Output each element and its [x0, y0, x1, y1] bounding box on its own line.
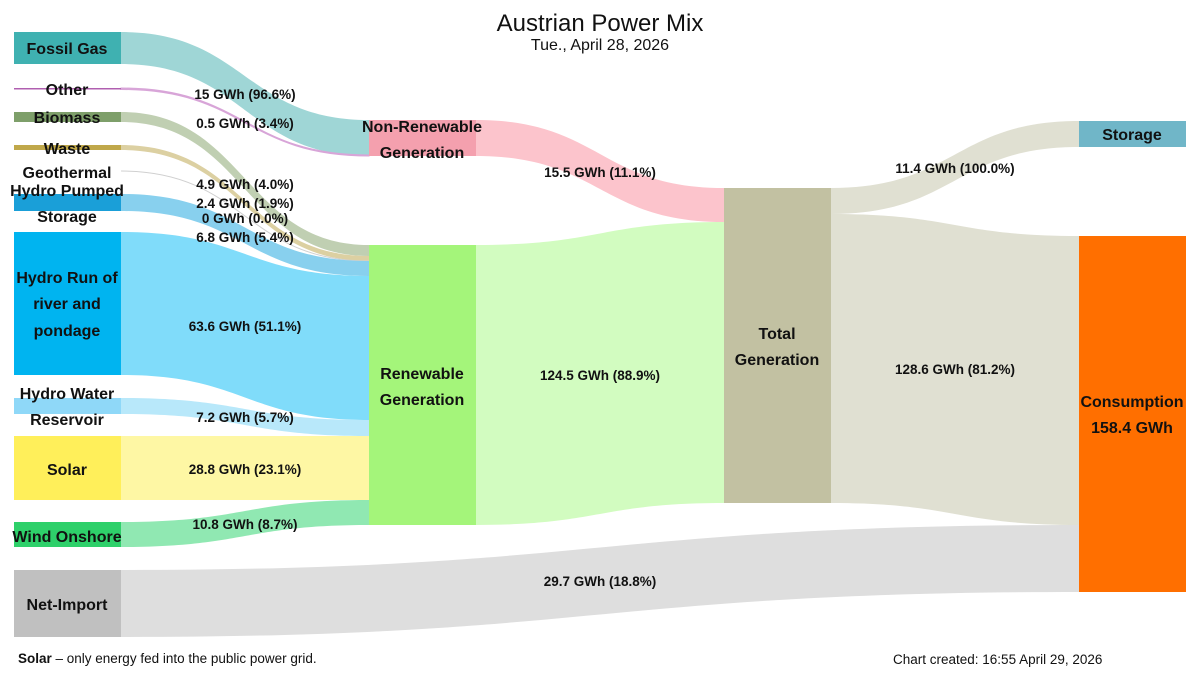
node-wind-onshore — [14, 522, 121, 547]
link-value-label: 0.5 GWh (3.4%) — [196, 116, 294, 131]
link-band-total-to-consumption — [831, 214, 1079, 525]
node-total-label: 158.4 GWh — [1091, 420, 1173, 437]
link-value-label: 15 GWh (96.6%) — [194, 87, 295, 102]
footnote-text: – only energy fed into the public power … — [51, 651, 317, 666]
node-label-waste: Waste — [44, 141, 91, 158]
node-label-hydro-run-of-river-and-pondage: river and — [33, 296, 101, 313]
link-band-biomass-to-renewable — [121, 112, 369, 256]
node-waste — [14, 145, 121, 150]
node-label-non-renewable-generation: Non-Renewable — [362, 119, 482, 136]
node-label-biomass: Biomass — [34, 110, 101, 127]
node-non-renewable-generation — [369, 120, 476, 156]
node-label-fossil-gas: Fossil Gas — [27, 41, 108, 58]
link-band-renewable-to-total — [476, 222, 724, 525]
link-band-net-import-to-consumption — [121, 525, 1079, 637]
node-label-hydro-water-reservoir: Reservoir — [30, 412, 104, 429]
node-biomass — [14, 112, 121, 122]
node-label-net-import: Net-Import — [27, 597, 109, 614]
node-label-hydro-pumped-storage: Hydro Pumped — [10, 183, 124, 200]
node-label-non-renewable-generation: Generation — [380, 145, 464, 162]
link-value-label: 10.8 GWh (8.7%) — [192, 517, 297, 532]
link-band-hydro-res-to-renewable — [121, 398, 369, 436]
node-net-import — [14, 570, 121, 637]
label-layer: 15 GWh (96.6%) 0.5 GWh (3.4%) 4.9 GWh (4.0… — [10, 41, 1183, 614]
link-value-label: 63.6 GWh (51.1%) — [189, 319, 302, 334]
link-band-hydro-pumped-to-renewable — [121, 194, 369, 276]
node-renewable-generation — [369, 245, 476, 525]
link-band-solar-to-renewable — [121, 436, 369, 500]
node-label-solar: Solar — [47, 462, 87, 479]
link-value-label: 15.5 GWh (11.1%) — [544, 165, 656, 180]
node-label-hydro-water-reservoir: Hydro Water — [20, 386, 115, 403]
link-band-total-to-storage — [831, 121, 1079, 214]
link-band-hydro-ror-to-renewable — [121, 232, 369, 420]
node-layer — [14, 32, 1186, 637]
node-label-total-generation: Total — [758, 326, 795, 343]
link-layer — [120, 32, 1079, 637]
link-value-label: 11.4 GWh (100.0%) — [895, 161, 1014, 176]
node-label-consumption: Consumption — [1080, 394, 1183, 411]
link-band-wind-to-renewable — [121, 500, 369, 547]
node-label-hydro-pumped-storage: Storage — [37, 209, 97, 226]
node-label-renewable-generation: Generation — [380, 392, 464, 409]
node-label-storage: Storage — [1102, 127, 1162, 144]
link-band-non-renewable-to-total — [476, 120, 724, 222]
chart-title: Austrian Power Mix — [496, 10, 704, 37]
node-hydro-water-reservoir — [14, 398, 121, 414]
link-band-waste-to-renewable — [121, 145, 369, 261]
node-solar — [14, 436, 121, 500]
link-value-label: 6.8 GWh (5.4%) — [196, 230, 294, 245]
node-hydro-pumped-storage — [14, 194, 121, 211]
link-value-label: 4.9 GWh (4.0%) — [196, 177, 294, 192]
link-value-label: 7.2 GWh (5.7%) — [196, 410, 294, 425]
node-fossil-gas — [14, 32, 121, 64]
footnote-bold: Solar — [18, 651, 52, 666]
node-label-other: Other — [46, 82, 89, 99]
node-label-hydro-run-of-river-and-pondage: Hydro Run of — [16, 270, 118, 287]
link-value-label: 124.5 GWh (88.9%) — [540, 368, 660, 383]
link-value-label: 2.4 GWh (1.9%) — [196, 196, 294, 211]
node-label-geothermal: Geothermal — [23, 165, 112, 182]
link-value-label: 128.6 GWh (81.2%) — [895, 362, 1015, 377]
node-label-hydro-run-of-river-and-pondage: pondage — [34, 323, 101, 340]
link-band-fossil-gas-to-non-renewable — [121, 32, 369, 156]
node-label-wind-onshore: Wind Onshore — [12, 529, 121, 546]
node-total-generation — [724, 188, 831, 503]
node-other — [14, 88, 121, 90]
node-hydro-run-of-river-and-pondage — [14, 232, 121, 375]
node-consumption — [1079, 236, 1186, 592]
node-label-renewable-generation: Renewable — [380, 366, 464, 383]
node-label-total-generation: Generation — [735, 352, 819, 369]
chart-subtitle: Tue., April 28, 2026 — [530, 37, 670, 54]
chart-created-timestamp: Chart created: 16:55 April 29, 2026 — [893, 652, 1103, 667]
link-value-label: 29.7 GWh (18.8%) — [544, 574, 657, 589]
link-value-label: 28.8 GWh (23.1%) — [189, 462, 302, 477]
link-value-label: 0 GWh (0.0%) — [202, 211, 288, 226]
footnote: Solar – only energy fed into the public … — [18, 651, 317, 666]
node-storage — [1079, 121, 1186, 147]
